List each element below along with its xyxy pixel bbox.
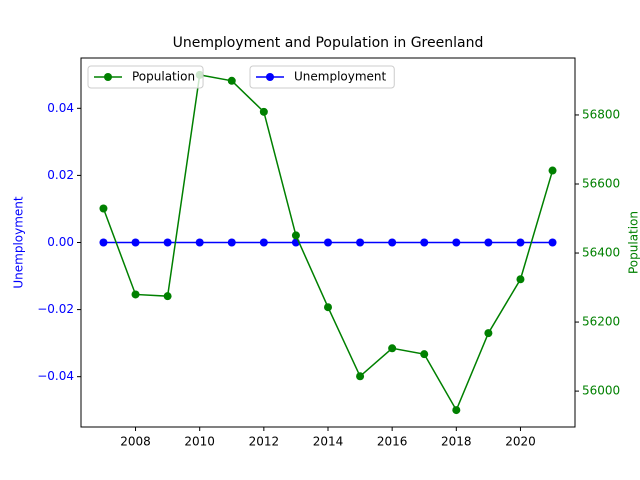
point [516, 238, 525, 247]
point [388, 238, 397, 247]
y2-tick-label: 56800 [582, 107, 620, 121]
y-axis-label: Unemployment [12, 196, 26, 289]
point [420, 350, 429, 359]
x-tick-label: 2010 [184, 435, 215, 449]
legend: Unemployment [249, 65, 395, 89]
y-tick-label: 0.00 [47, 235, 74, 249]
y2-tick-label: 56000 [582, 384, 620, 398]
point [99, 204, 108, 213]
point [163, 292, 172, 301]
point [195, 238, 204, 247]
point [227, 238, 236, 247]
point [452, 406, 461, 415]
x-tick-label: 2018 [441, 435, 472, 449]
legend-label: Unemployment [294, 70, 387, 84]
y2-tick-label: 56200 [582, 315, 620, 329]
y-tick-label: 0.04 [47, 101, 74, 115]
y-tick-label: −0.04 [37, 369, 74, 383]
point [99, 238, 108, 247]
point [163, 238, 172, 247]
x-tick-label: 2008 [120, 435, 151, 449]
legend: Population [87, 65, 204, 89]
point [259, 107, 268, 116]
point [356, 372, 365, 381]
point [131, 238, 140, 247]
y-tick-label: −0.02 [37, 302, 74, 316]
point [452, 238, 461, 247]
point [227, 76, 236, 85]
x-tick-label: 2012 [249, 435, 280, 449]
point [356, 238, 365, 247]
legend-box [87, 65, 204, 89]
point [324, 238, 332, 247]
y2-tick-label: 56400 [582, 246, 620, 260]
legend-box [249, 65, 395, 89]
point [548, 238, 557, 247]
x-tick-label: 2020 [505, 435, 536, 449]
point [548, 166, 557, 175]
point [388, 344, 397, 353]
x-tick-label: 2014 [313, 435, 344, 449]
point [291, 231, 300, 240]
point [484, 329, 493, 338]
y2-axis-label: Population [627, 211, 640, 274]
y2-tick-label: 56600 [582, 176, 620, 190]
legend-marker [104, 73, 112, 81]
legend-marker [266, 73, 274, 81]
y-tick-label: 0.02 [47, 168, 74, 182]
point [131, 290, 140, 299]
legend-label: Population [132, 70, 195, 84]
point [420, 238, 429, 247]
x-tick-label: 2016 [377, 435, 408, 449]
point [516, 275, 525, 284]
chart-title: Unemployment and Population in Greenland [173, 35, 484, 51]
point [324, 303, 332, 312]
point [484, 238, 493, 247]
point [259, 238, 268, 247]
